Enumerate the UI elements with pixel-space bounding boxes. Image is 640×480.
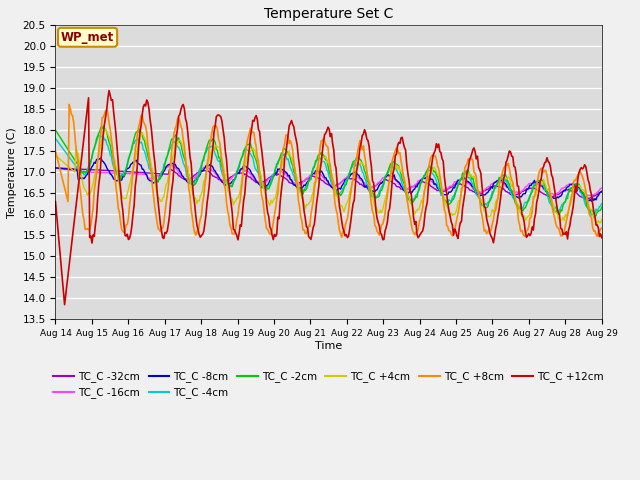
TC_C -32cm: [357, 181, 365, 187]
TC_C +8cm: [223, 200, 230, 205]
TC_C -2cm: [358, 160, 366, 166]
TC_C -8cm: [385, 172, 392, 178]
TC_C -8cm: [52, 165, 60, 171]
TC_C -8cm: [454, 178, 462, 183]
Line: TC_C -16cm: TC_C -16cm: [56, 165, 602, 196]
TC_C +4cm: [593, 221, 601, 227]
TC_C +4cm: [598, 217, 605, 223]
Legend: TC_C -32cm, TC_C -16cm, TC_C -8cm, TC_C -4cm, TC_C -2cm, TC_C +4cm, TC_C +8cm, T: TC_C -32cm, TC_C -16cm, TC_C -8cm, TC_C …: [49, 367, 608, 403]
Line: TC_C -32cm: TC_C -32cm: [56, 168, 602, 199]
TC_C -8cm: [283, 170, 291, 176]
TC_C +12cm: [598, 235, 605, 240]
Line: TC_C -2cm: TC_C -2cm: [56, 126, 602, 217]
TC_C +8cm: [598, 225, 605, 231]
TC_C -16cm: [52, 165, 60, 171]
TC_C +12cm: [360, 132, 367, 137]
TC_C -2cm: [283, 149, 291, 155]
TC_C +8cm: [386, 176, 394, 181]
TC_C +4cm: [102, 126, 109, 132]
TC_C +12cm: [284, 131, 292, 137]
TC_C +12cm: [224, 173, 232, 179]
TC_C -16cm: [385, 173, 392, 179]
TC_C +4cm: [52, 153, 60, 158]
TC_C -4cm: [598, 201, 605, 206]
TC_C -16cm: [358, 178, 366, 184]
Line: TC_C -4cm: TC_C -4cm: [56, 135, 602, 215]
TC_C -32cm: [548, 193, 556, 199]
TC_C -4cm: [95, 132, 102, 138]
TC_C -8cm: [549, 194, 557, 200]
TC_C -2cm: [223, 178, 230, 183]
TC_C +8cm: [52, 148, 60, 154]
TC_C -32cm: [453, 180, 461, 186]
TC_C -4cm: [358, 169, 366, 175]
Text: WP_met: WP_met: [61, 31, 114, 44]
Y-axis label: Temperature (C): Temperature (C): [7, 127, 17, 217]
Line: TC_C -8cm: TC_C -8cm: [56, 158, 602, 201]
Line: TC_C +4cm: TC_C +4cm: [56, 129, 602, 224]
TC_C -4cm: [385, 170, 392, 176]
TC_C -16cm: [588, 193, 595, 199]
TC_C -4cm: [223, 182, 230, 188]
TC_C +4cm: [358, 160, 366, 166]
TC_C -8cm: [223, 181, 230, 187]
TC_C -8cm: [97, 156, 105, 161]
TC_C -16cm: [223, 180, 230, 185]
TC_C -2cm: [100, 123, 108, 129]
TC_C -8cm: [358, 177, 366, 183]
TC_C -32cm: [383, 178, 391, 183]
TC_C +4cm: [549, 201, 557, 206]
TC_C -2cm: [454, 182, 462, 188]
Line: TC_C +12cm: TC_C +12cm: [56, 91, 602, 305]
TC_C +8cm: [550, 212, 557, 217]
TC_C -16cm: [166, 162, 173, 168]
TC_C +8cm: [360, 143, 367, 149]
TC_C +8cm: [338, 234, 346, 240]
TC_C -4cm: [52, 135, 60, 141]
TC_C -16cm: [283, 173, 291, 179]
TC_C +4cm: [223, 181, 230, 187]
TC_C +12cm: [61, 302, 68, 308]
TC_C +12cm: [386, 206, 394, 212]
TC_C -2cm: [598, 204, 605, 210]
X-axis label: Time: Time: [315, 341, 342, 351]
TC_C -4cm: [588, 212, 595, 218]
TC_C +4cm: [283, 151, 291, 156]
TC_C -16cm: [598, 185, 605, 191]
TC_C -2cm: [590, 215, 598, 220]
TC_C +12cm: [455, 226, 463, 231]
TC_C -4cm: [283, 156, 291, 162]
TC_C +12cm: [52, 199, 60, 204]
TC_C +4cm: [454, 199, 462, 205]
TC_C +8cm: [65, 102, 73, 108]
TC_C +8cm: [283, 132, 291, 138]
TC_C -2cm: [52, 127, 60, 133]
Title: Temperature Set C: Temperature Set C: [264, 7, 394, 21]
TC_C -32cm: [221, 177, 229, 183]
TC_C -4cm: [549, 204, 557, 210]
TC_C +12cm: [550, 182, 557, 188]
TC_C -32cm: [582, 196, 589, 202]
TC_C -2cm: [549, 205, 557, 211]
TC_C +4cm: [385, 182, 392, 188]
TC_C -32cm: [282, 176, 290, 181]
TC_C +8cm: [455, 204, 463, 210]
TC_C +12cm: [105, 88, 113, 94]
TC_C -2cm: [385, 167, 392, 172]
TC_C -8cm: [588, 198, 595, 204]
TC_C -4cm: [454, 181, 462, 187]
TC_C -32cm: [598, 189, 605, 195]
TC_C -16cm: [549, 191, 557, 197]
Line: TC_C +8cm: TC_C +8cm: [56, 105, 602, 237]
TC_C -16cm: [454, 177, 462, 182]
TC_C -32cm: [52, 165, 60, 171]
TC_C -8cm: [598, 188, 605, 194]
